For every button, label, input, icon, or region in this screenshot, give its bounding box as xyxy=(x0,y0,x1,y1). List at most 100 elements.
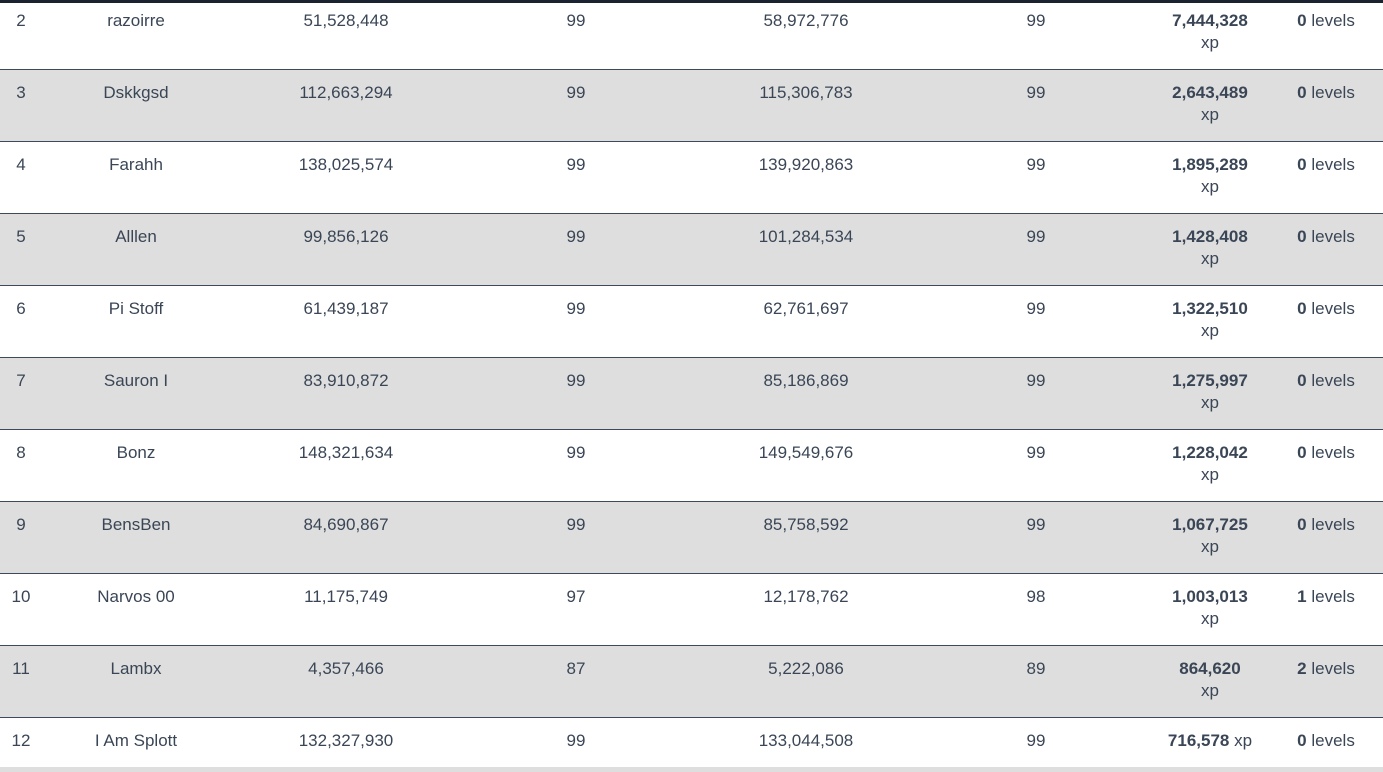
levels-gained-value: 0 xyxy=(1297,83,1307,102)
xp-gained-value: 1,228,042 xyxy=(1172,443,1248,462)
rank-cell: 4 xyxy=(16,155,26,174)
rank-cell: 7 xyxy=(16,371,26,390)
start-xp-cell: 11,175,749 xyxy=(304,587,388,606)
xp-gained-cell: 716,578 xp xyxy=(1150,730,1270,752)
player-name-link[interactable]: razoirre xyxy=(107,11,165,30)
start-level-cell: 99 xyxy=(566,83,586,102)
table-row: 4 Farahh 138,025,574 99 139,920,863 99 1,895,2… xyxy=(0,142,1383,214)
rank-cell: 8 xyxy=(16,443,26,462)
start-xp-cell: 84,690,867 xyxy=(303,515,389,534)
start-level-cell: 99 xyxy=(566,515,586,534)
table-row: 6 Pi Stoff 61,439,187 99 62,761,697 99 1,322,5… xyxy=(0,286,1383,358)
levels-gained-value: 0 xyxy=(1297,227,1307,246)
end-xp-cell: 139,920,863 xyxy=(758,155,854,174)
player-name-link[interactable]: Alllen xyxy=(115,227,157,246)
xp-unit-label: xp xyxy=(1201,465,1219,484)
end-xp-cell: 149,549,676 xyxy=(758,443,854,462)
end-level-cell: 99 xyxy=(1026,155,1046,174)
end-xp-cell: 101,284,534 xyxy=(758,227,854,246)
rank-cell: 2 xyxy=(16,11,26,30)
xp-gained-value: 1,895,289 xyxy=(1172,155,1248,174)
player-name-link[interactable]: Sauron I xyxy=(103,371,169,390)
player-name-link[interactable]: Bonz xyxy=(116,443,156,462)
end-level-cell: 99 xyxy=(1026,299,1046,318)
levels-unit-label: levels xyxy=(1311,731,1355,750)
xp-gained-value: 1,428,408 xyxy=(1172,227,1248,246)
levels-gained-value: 0 xyxy=(1297,515,1307,534)
levels-gained-cell: 0 levels xyxy=(1284,82,1368,104)
start-xp-cell: 148,321,634 xyxy=(298,443,394,462)
xp-gained-cell: 1,003,013 xp xyxy=(1150,586,1270,630)
start-level-cell: 99 xyxy=(566,731,586,750)
levels-unit-label: levels xyxy=(1311,659,1355,678)
end-level-cell: 99 xyxy=(1026,83,1046,102)
player-name-link[interactable]: Lambx xyxy=(110,659,162,678)
end-level-cell: 99 xyxy=(1026,515,1046,534)
end-xp-cell: 133,044,508 xyxy=(758,731,854,750)
xp-gained-cell: 1,428,408 xp xyxy=(1150,226,1270,270)
xp-gained-value: 1,322,510 xyxy=(1172,299,1248,318)
table-row: 2 razoirre 51,528,448 99 58,972,776 99 7,444,3… xyxy=(0,0,1383,70)
levels-gained-cell: 0 levels xyxy=(1284,730,1368,752)
start-level-cell: 99 xyxy=(566,443,586,462)
end-level-cell: 99 xyxy=(1026,227,1046,246)
xp-gained-value: 2,643,489 xyxy=(1172,83,1248,102)
player-name-link[interactable]: Narvos 00 xyxy=(97,587,175,606)
rank-cell: 11 xyxy=(12,659,30,678)
xp-gained-cell: 1,275,997 xp xyxy=(1150,370,1270,414)
levels-gained-cell: 2 levels xyxy=(1284,658,1368,680)
start-xp-cell: 61,439,187 xyxy=(303,299,389,318)
start-level-cell: 97 xyxy=(566,587,586,606)
levels-unit-label: levels xyxy=(1311,155,1355,174)
levels-gained-cell: 0 levels xyxy=(1284,370,1368,392)
levels-gained-value: 2 xyxy=(1297,659,1307,678)
xp-unit-label: xp xyxy=(1201,681,1219,700)
player-name-link[interactable]: I Am Splott xyxy=(94,731,178,750)
table-row: 7 Sauron I 83,910,872 99 85,186,869 99 1,275,9… xyxy=(0,358,1383,430)
levels-unit-label: levels xyxy=(1311,443,1355,462)
next-row-edge xyxy=(0,767,1383,772)
xp-unit-label: xp xyxy=(1201,537,1219,556)
player-name-link[interactable]: Farahh xyxy=(109,155,163,174)
end-level-cell: 99 xyxy=(1026,443,1046,462)
xp-gained-cell: 1,322,510 xp xyxy=(1150,298,1270,342)
xp-unit-label: xp xyxy=(1201,609,1219,628)
levels-gained-value: 0 xyxy=(1297,443,1307,462)
end-level-cell: 99 xyxy=(1026,11,1046,30)
table-row: 10 Narvos 00 11,175,749 97 12,178,762 98 1,003… xyxy=(0,574,1383,646)
xp-gained-cell: 1,228,042 xp xyxy=(1150,442,1270,486)
levels-gained-cell: 0 levels xyxy=(1284,154,1368,176)
xp-unit-label: xp xyxy=(1201,321,1219,340)
table-top-border xyxy=(0,0,1383,3)
player-name-link[interactable]: Pi Stoff xyxy=(108,299,164,318)
levels-gained-cell: 0 levels xyxy=(1284,442,1368,464)
start-xp-cell: 112,663,294 xyxy=(299,83,393,102)
xp-gained-value: 1,067,725 xyxy=(1172,515,1248,534)
xp-gained-value: 7,444,328 xyxy=(1172,11,1248,30)
xp-gained-cell: 1,895,289 xp xyxy=(1150,154,1270,198)
player-name-link[interactable]: Dskkgsd xyxy=(103,83,169,102)
xp-unit-label: xp xyxy=(1234,731,1253,750)
end-xp-cell: 85,186,869 xyxy=(763,371,849,390)
start-level-cell: 99 xyxy=(566,155,586,174)
levels-gained-cell: 0 levels xyxy=(1284,226,1368,248)
rank-cell: 3 xyxy=(16,83,26,102)
end-xp-cell: 62,761,697 xyxy=(763,299,849,318)
player-name-link[interactable]: BensBen xyxy=(101,515,171,534)
xp-gained-value: 1,275,997 xyxy=(1172,371,1248,390)
start-xp-cell: 51,528,448 xyxy=(303,11,389,30)
rank-cell: 12 xyxy=(11,731,31,750)
end-level-cell: 99 xyxy=(1026,731,1046,750)
levels-gained-value: 0 xyxy=(1297,11,1307,30)
levels-unit-label: levels xyxy=(1311,515,1355,534)
levels-unit-label: levels xyxy=(1311,83,1355,102)
start-xp-cell: 4,357,466 xyxy=(308,659,384,678)
start-level-cell: 99 xyxy=(566,299,586,318)
rank-cell: 9 xyxy=(16,515,26,534)
table-row: 9 BensBen 84,690,867 99 85,758,592 99 1,067,72… xyxy=(0,502,1383,574)
xp-gained-value: 1,003,013 xyxy=(1172,587,1248,606)
levels-unit-label: levels xyxy=(1311,587,1355,606)
table-row: 12 I Am Splott 132,327,930 99 133,044,508 99 7… xyxy=(0,718,1383,770)
xp-gained-cell: 864,620 xp xyxy=(1150,658,1270,702)
